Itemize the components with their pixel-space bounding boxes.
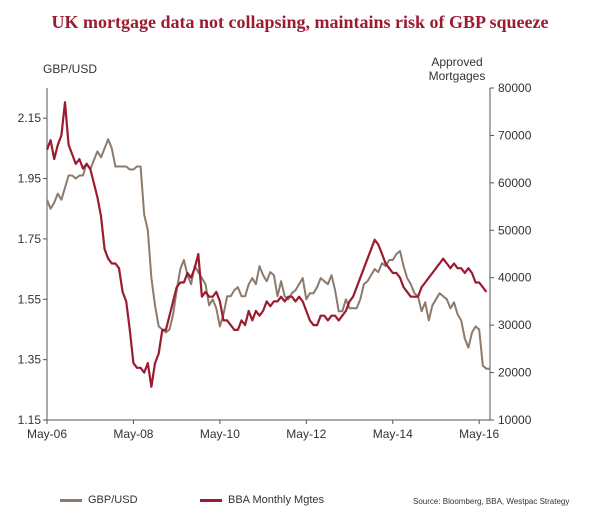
y-left-tick-label: 1.75: [18, 232, 42, 246]
y-right-tick-label: 80000: [498, 81, 532, 95]
right-axis-title-line-1: Approved: [431, 55, 483, 69]
x-tick-label: May-14: [373, 427, 413, 441]
left-axis-title: GBP/USD: [43, 62, 98, 76]
y-left-tick-label: 1.95: [18, 172, 42, 186]
series-line-bba-mortgages: [45, 101, 488, 388]
y-left-tick-label: 1.35: [18, 353, 42, 367]
y-left-tick-label: 1.55: [18, 292, 42, 306]
y-right-tick-label: 60000: [498, 176, 532, 190]
chart-axes: 2.15 1.95 1.75 1.55 1.35 1.15 80000 70000 60000 5…: [18, 81, 532, 441]
legend-item-bba: BBA Monthly Mgtes: [200, 494, 324, 506]
y-right-tick-label: 30000: [498, 318, 532, 332]
y-right-tick-label: 20000: [498, 366, 532, 380]
legend-swatch-bba: [200, 498, 222, 502]
right-axis-title: Approved Mortgages: [412, 55, 502, 83]
x-tick-label: May-16: [459, 427, 499, 441]
right-axis-title-line-2: Mortgages: [428, 69, 486, 83]
y-right-tick-label: 10000: [498, 413, 532, 427]
x-tick-label: May-10: [200, 427, 240, 441]
y-right-tick-label: 50000: [498, 223, 532, 237]
y-right-tick-label: 70000: [498, 128, 532, 142]
legend-label-bba: BBA Monthly Mgtes: [228, 494, 324, 506]
x-tick-label: May-06: [27, 427, 67, 441]
series-layer: [45, 101, 490, 388]
legend-item-gbpusd: GBP/USD: [60, 494, 138, 506]
legend-swatch-gbpusd: [60, 498, 82, 502]
legend-label-gbpusd: GBP/USD: [88, 494, 138, 506]
x-tick-label: May-08: [113, 427, 153, 441]
x-tick-label: May-12: [286, 427, 326, 441]
y-left-tick-label: 2.15: [18, 111, 42, 125]
source-note: Source: Bloomberg, BBA, Westpac Strategy: [413, 497, 570, 506]
chart-title: UK mortgage data not collapsing, maintai…: [51, 12, 549, 32]
y-right-tick-label: 40000: [498, 271, 532, 285]
series-line-gbpusd: [46, 138, 490, 370]
y-left-tick-label: 1.15: [18, 413, 42, 427]
